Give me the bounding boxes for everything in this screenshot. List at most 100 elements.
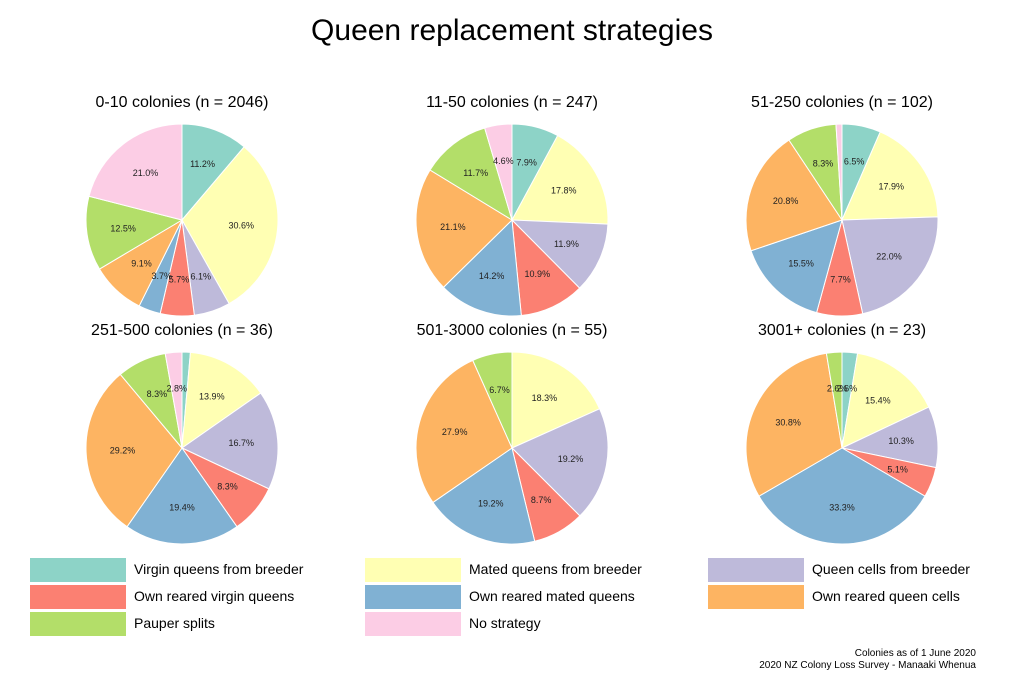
slice-label: 8.3% xyxy=(217,481,238,491)
pie-slice xyxy=(181,351,262,450)
footer-date: Colonies as of 1 June 2020 xyxy=(854,648,976,659)
slice-label: 2.8% xyxy=(167,384,188,394)
pie-chart: 13.9%16.7%8.3%19.4%29.2%8.3%2.8% xyxy=(85,351,279,545)
slice-label: 10.3% xyxy=(888,436,914,446)
slice-label: 11.2% xyxy=(190,159,215,169)
slice-label: 8.3% xyxy=(147,389,168,399)
slice-label: 15.4% xyxy=(865,395,891,405)
slice-label: 19.2% xyxy=(558,454,584,464)
slice-label: 9.1% xyxy=(131,259,152,269)
page-title: Queen replacement strategies xyxy=(311,14,713,47)
pie-slice xyxy=(841,352,930,449)
slice-label: 21.0% xyxy=(133,168,159,178)
pie-slice xyxy=(841,131,939,221)
footer-source: 2020 NZ Colony Loss Survey - Manaaki Whe… xyxy=(759,660,976,671)
legend-label: Own reared mated queens xyxy=(469,588,635,604)
slice-label: 27.9% xyxy=(442,427,468,437)
legend-swatch xyxy=(708,558,804,582)
legend-swatch xyxy=(365,585,461,609)
slice-label: 13.9% xyxy=(199,391,225,401)
slice-label: 30.8% xyxy=(775,418,801,428)
pie-chart: 2.6% 15.4% 10.3% 5.1% 33.3% 30.8% 2.6% xyxy=(745,351,939,545)
footer-note: Colonies as of 1 June 2020 2020 NZ Colon… xyxy=(759,648,976,672)
pie-slice xyxy=(835,123,843,221)
legend-label: Own reared queen cells xyxy=(812,588,960,604)
slice-label: 19.4% xyxy=(169,503,195,513)
slice-label: 3.7% xyxy=(152,271,173,281)
legend-swatch xyxy=(708,585,804,609)
legend-swatch xyxy=(30,585,126,609)
slice-label: 6.7% xyxy=(489,385,510,395)
pie-slice xyxy=(429,127,513,222)
pie-slice xyxy=(432,447,536,545)
slice-label: 29.2% xyxy=(110,446,136,456)
slice-label: 5.1% xyxy=(887,464,908,474)
legend-label: Pauper splits xyxy=(134,615,215,631)
pie-slice xyxy=(511,218,581,317)
pie-slice xyxy=(85,195,184,270)
pie-slice xyxy=(126,447,238,545)
pie-slice xyxy=(164,351,183,449)
legend-label: Own reared virgin queens xyxy=(134,588,295,604)
pie-title: 501-3000 colonies (n = 55) xyxy=(416,322,608,339)
pie-slice xyxy=(511,134,609,225)
slice-label: 11.9% xyxy=(554,239,579,249)
slice-label: 22.0% xyxy=(876,251,902,261)
slice-label: 8.7% xyxy=(531,495,552,505)
legend-label: Virgin queens from breeder xyxy=(134,561,304,577)
pie-slice xyxy=(181,123,245,222)
slice-label: 21.1% xyxy=(440,222,466,232)
pie-slice xyxy=(841,216,939,315)
slice-label: 7.9% xyxy=(516,157,537,167)
slice-label: 17.9% xyxy=(878,182,904,192)
pie-title: 251-500 colonies (n = 36) xyxy=(91,322,273,339)
pie-slice xyxy=(825,351,843,449)
pie-slice xyxy=(510,219,609,289)
pie-slice xyxy=(484,123,513,221)
slice-label: 18.3% xyxy=(532,393,558,403)
slice-label: 20.8% xyxy=(773,196,799,206)
legend-label: Queen cells from breeder xyxy=(812,561,970,577)
slice-label: 4.6% xyxy=(493,156,514,166)
legend-swatch xyxy=(30,558,126,582)
slice-label: 11.7% xyxy=(463,168,488,178)
slice-label: 8.3% xyxy=(813,159,834,169)
pie-slice xyxy=(511,408,609,517)
pie-chart: 11.2% 30.6% 6.1%5.7%3.7%9.1% 12.5% 21.0% xyxy=(85,123,279,317)
pie-chart: 18.3% 19.2% 8.7% 19.2% 27.9% 6.7% xyxy=(415,351,609,545)
pie-title: 11-50 colonies (n = 247) xyxy=(426,94,598,111)
pie-slice xyxy=(442,218,522,317)
pie-slice xyxy=(745,139,843,252)
pie-slice xyxy=(415,169,513,289)
slice-label: 17.8% xyxy=(551,186,577,196)
slice-label: 6.1% xyxy=(191,271,212,281)
legend-label: Mated queens from breeder xyxy=(469,561,642,577)
slice-label: 12.5% xyxy=(110,223,136,233)
slice-label: 15.5% xyxy=(788,258,814,268)
pie-slice xyxy=(415,359,513,504)
slice-label: 14.2% xyxy=(479,271,505,281)
pie-slice xyxy=(758,447,926,545)
pie-slice xyxy=(181,392,279,490)
pie-chart: 7.9% 17.8% 11.9% 10.9% 14.2% 21.1% 11.7% 4.6% xyxy=(415,123,609,317)
slice-label: 2.6% xyxy=(827,384,848,394)
legend-swatch xyxy=(365,612,461,636)
pie-slice xyxy=(85,373,183,528)
slice-label: 16.7% xyxy=(229,438,255,448)
pie-chart: 6.5% 17.9% 22.0% 7.7% 15.5% 20.8% 8.3% xyxy=(745,123,939,317)
pie-slice xyxy=(745,352,843,497)
pie-title: 51-250 colonies (n = 102) xyxy=(751,94,933,111)
legend-label: No strategy xyxy=(469,615,541,631)
slice-label: 33.3% xyxy=(829,503,855,513)
pie-slice xyxy=(181,146,279,305)
slice-label: 7.7% xyxy=(830,275,851,285)
slice-label: 6.5% xyxy=(844,157,865,167)
legend-swatch xyxy=(365,558,461,582)
pie-slice xyxy=(88,123,183,221)
slice-label: 19.2% xyxy=(478,499,504,509)
pie-title: 0-10 colonies (n = 2046) xyxy=(95,94,269,111)
slice-label: 2.6% xyxy=(837,384,858,394)
pie-slice xyxy=(472,351,513,449)
legend-swatch xyxy=(30,612,126,636)
slice-label: 30.6% xyxy=(228,221,254,231)
